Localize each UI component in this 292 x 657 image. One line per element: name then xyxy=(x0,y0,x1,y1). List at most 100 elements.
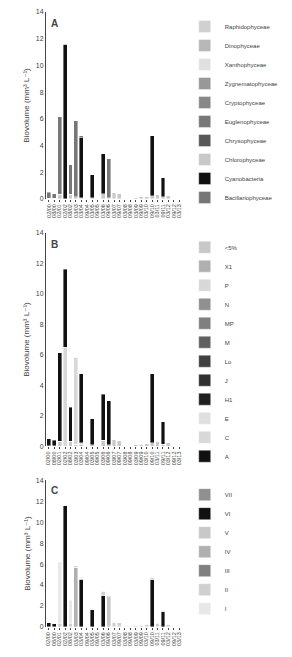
svg-text:09/11: 09/11 xyxy=(160,632,166,645)
svg-text:6: 6 xyxy=(40,115,44,122)
svg-text:02/01: 02/01 xyxy=(56,452,62,466)
svg-text:<5%: <5% xyxy=(225,245,238,251)
svg-text:III: III xyxy=(225,568,230,574)
svg-text:03/03: 03/03 xyxy=(73,632,79,646)
svg-text:E: E xyxy=(225,416,229,422)
svg-text:09/08: 09/08 xyxy=(127,632,133,646)
svg-text:4: 4 xyxy=(40,581,44,588)
svg-text:02/02: 02/02 xyxy=(62,632,68,646)
svg-text:Chlorophyceae: Chlorophyceae xyxy=(225,157,266,163)
svg-text:03/05: 03/05 xyxy=(89,632,95,646)
svg-text:I: I xyxy=(225,606,227,612)
svg-text:09/12: 09/12 xyxy=(171,632,177,646)
svg-text:8: 8 xyxy=(40,89,44,96)
svg-text:03/11: 03/11 xyxy=(154,204,160,217)
svg-text:03/06: 03/06 xyxy=(100,204,106,218)
svg-text:Euglenophyceae: Euglenophyceae xyxy=(225,119,270,125)
svg-text:09/08: 09/08 xyxy=(127,204,133,218)
svg-text:03/11: 03/11 xyxy=(154,632,160,645)
svg-text:02/01: 02/01 xyxy=(56,204,62,218)
svg-text:V: V xyxy=(225,530,229,536)
svg-text:03/08: 03/08 xyxy=(122,632,128,646)
svg-text:C: C xyxy=(51,485,58,496)
svg-text:09/12: 09/12 xyxy=(171,204,177,218)
svg-text:03/04: 03/04 xyxy=(78,204,84,218)
svg-text:MP: MP xyxy=(225,321,234,327)
svg-text:03/13: 03/13 xyxy=(176,452,182,466)
svg-text:03/06: 03/06 xyxy=(100,452,106,466)
svg-text:02/00: 02/00 xyxy=(46,452,52,466)
svg-text:0: 0 xyxy=(40,443,44,450)
svg-text:VI: VI xyxy=(225,511,231,517)
svg-text:8: 8 xyxy=(40,540,44,547)
svg-text:Zygnematophyceae: Zygnematophyceae xyxy=(225,81,278,87)
svg-text:2: 2 xyxy=(40,602,44,609)
svg-text:03/09: 03/09 xyxy=(133,632,139,646)
svg-text:03/07: 03/07 xyxy=(111,452,117,466)
svg-text:03/13: 03/13 xyxy=(176,632,182,646)
svg-text:08/02: 08/02 xyxy=(67,632,73,646)
svg-text:09/04: 09/04 xyxy=(84,632,90,646)
svg-text:X1: X1 xyxy=(225,264,233,270)
svg-text:09/10: 09/10 xyxy=(149,452,155,466)
svg-text:Raphidophyceae: Raphidophyceae xyxy=(225,24,271,30)
svg-text:03/05: 03/05 xyxy=(89,452,95,466)
svg-text:2: 2 xyxy=(40,412,44,419)
svg-text:09/08: 09/08 xyxy=(127,452,133,466)
svg-text:09/05: 09/05 xyxy=(94,204,100,218)
svg-text:09/06: 09/06 xyxy=(105,452,111,466)
svg-text:08/02: 08/02 xyxy=(67,452,73,466)
svg-text:0: 0 xyxy=(40,195,44,202)
svg-text:09/05: 09/05 xyxy=(94,632,100,646)
svg-text:N: N xyxy=(225,302,229,308)
svg-text:02/00: 02/00 xyxy=(46,632,52,646)
svg-text:03/09: 03/09 xyxy=(133,452,139,466)
svg-text:03/10: 03/10 xyxy=(143,632,149,646)
svg-text:H1: H1 xyxy=(225,397,233,403)
svg-text:4: 4 xyxy=(40,142,44,149)
svg-text:03/12: 03/12 xyxy=(165,204,171,218)
svg-text:03/05: 03/05 xyxy=(89,204,95,218)
svg-text:VII: VII xyxy=(225,492,233,498)
svg-text:02/02: 02/02 xyxy=(62,204,68,218)
svg-text:Cyanobacteria: Cyanobacteria xyxy=(225,176,264,182)
svg-text:12: 12 xyxy=(36,35,44,42)
svg-text:08/00: 08/00 xyxy=(51,204,57,218)
svg-text:IV: IV xyxy=(225,549,231,555)
svg-text:Lo: Lo xyxy=(225,359,232,365)
svg-text:09/04: 09/04 xyxy=(84,204,90,218)
svg-text:09/06: 09/06 xyxy=(105,632,111,646)
svg-text:8: 8 xyxy=(40,321,44,328)
svg-text:03/09: 03/09 xyxy=(133,204,139,218)
svg-text:10: 10 xyxy=(36,62,44,69)
svg-text:03/13: 03/13 xyxy=(176,204,182,218)
svg-text:14: 14 xyxy=(36,477,44,484)
svg-text:09/07: 09/07 xyxy=(116,204,122,218)
svg-text:Chrysophyceae: Chrysophyceae xyxy=(225,138,267,144)
svg-text:03/08: 03/08 xyxy=(122,204,128,218)
svg-text:09/04: 09/04 xyxy=(84,452,90,466)
svg-text:03/08: 03/08 xyxy=(122,452,128,466)
svg-text:12: 12 xyxy=(36,260,44,267)
svg-text:08/00: 08/00 xyxy=(51,452,57,466)
svg-text:09/10: 09/10 xyxy=(149,632,155,646)
svg-text:J: J xyxy=(225,378,228,384)
svg-text:Dinophyceae: Dinophyceae xyxy=(225,43,261,49)
svg-text:6: 6 xyxy=(40,351,44,358)
svg-text:A: A xyxy=(225,454,229,460)
svg-text:II: II xyxy=(225,587,229,593)
svg-text:03/03: 03/03 xyxy=(73,452,79,466)
svg-text:09/09: 09/09 xyxy=(138,452,144,466)
svg-text:09/06: 09/06 xyxy=(105,204,111,218)
svg-text:Xanthophyceae: Xanthophyceae xyxy=(225,62,267,68)
svg-text:03/12: 03/12 xyxy=(165,452,171,466)
svg-text:Biovolume (mm³ L⁻¹): Biovolume (mm³ L⁻¹) xyxy=(23,302,32,377)
svg-text:Biovolume (mm³ L⁻¹): Biovolume (mm³ L⁻¹) xyxy=(23,516,32,591)
svg-text:09/09: 09/09 xyxy=(138,632,144,646)
svg-text:03/03: 03/03 xyxy=(73,204,79,218)
svg-text:02/00: 02/00 xyxy=(46,204,52,218)
svg-text:A: A xyxy=(51,18,58,29)
svg-text:02/01: 02/01 xyxy=(56,632,62,646)
svg-text:09/05: 09/05 xyxy=(94,452,100,466)
svg-text:C: C xyxy=(225,435,230,441)
